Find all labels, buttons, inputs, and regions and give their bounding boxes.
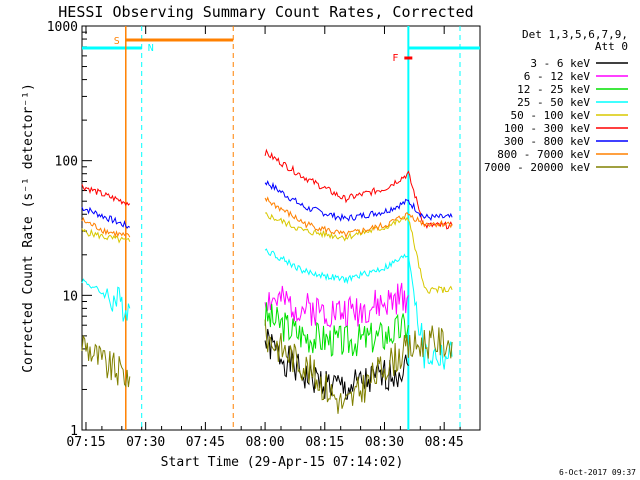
series-line	[264, 248, 453, 370]
legend-label: 7000 - 20000 keV	[484, 161, 590, 174]
y-tick-label: 1	[70, 424, 78, 439]
series-line	[264, 180, 453, 222]
y-tick-label: 10	[62, 289, 78, 304]
x-tick-label: 08:00	[246, 435, 285, 450]
series-line	[264, 148, 453, 230]
x-tick-label: 08:30	[365, 435, 404, 450]
x-tick-label: 08:45	[425, 435, 464, 450]
x-axis-label: Start Time (29-Apr-15 07:14:02)	[161, 455, 404, 470]
footer-date: 6-Oct-2017 09:37	[559, 468, 636, 477]
legend-label: 12 - 25 keV	[517, 83, 590, 96]
series-line	[81, 228, 131, 244]
series-line	[81, 184, 131, 207]
y-tick-label: 100	[55, 155, 78, 170]
legend-label: 800 - 7000 keV	[497, 148, 590, 161]
legend-label: 3 - 6 keV	[530, 57, 590, 70]
series-line	[81, 278, 131, 322]
legend-label: 100 - 300 keV	[504, 122, 590, 135]
y-tick-label: 1000	[47, 20, 78, 35]
series-line	[81, 206, 131, 229]
y-axis-label: Corrected Count Rate (s⁻¹ detector⁻¹)	[21, 83, 36, 373]
x-tick-label: 07:30	[126, 435, 165, 450]
flare-label: F	[392, 53, 398, 64]
legend-label: 6 - 12 keV	[524, 70, 591, 83]
series-line	[264, 196, 453, 239]
instrument-markers: N S F	[82, 26, 480, 430]
series-line	[264, 328, 409, 400]
series-line	[81, 216, 131, 238]
legend-title-2: Att 0	[595, 40, 628, 53]
x-tick-label: 07:45	[186, 435, 225, 450]
series-line	[264, 212, 453, 294]
chart-title: HESSI Observing Summary Count Rates, Cor…	[58, 3, 473, 21]
saa-label: S	[114, 36, 120, 47]
series-line	[264, 319, 453, 414]
series-lines	[81, 148, 453, 414]
legend-label: 25 - 50 keV	[517, 96, 590, 109]
axis-ticks: 07:15 07:30 07:45 08:00 08:15 08:30 08:45 1 10 10…	[47, 20, 481, 450]
x-tick-label: 07:15	[66, 435, 105, 450]
legend-label: 50 - 100 keV	[511, 109, 591, 122]
series-line	[264, 302, 409, 357]
x-tick-label: 08:15	[305, 435, 344, 450]
series-line	[81, 334, 131, 388]
legend-title-1: Det 1,3,5,6,7,9,	[522, 28, 628, 41]
legend-label: 300 - 800 keV	[504, 135, 590, 148]
night-label: N	[148, 43, 154, 54]
series-line	[264, 282, 409, 328]
